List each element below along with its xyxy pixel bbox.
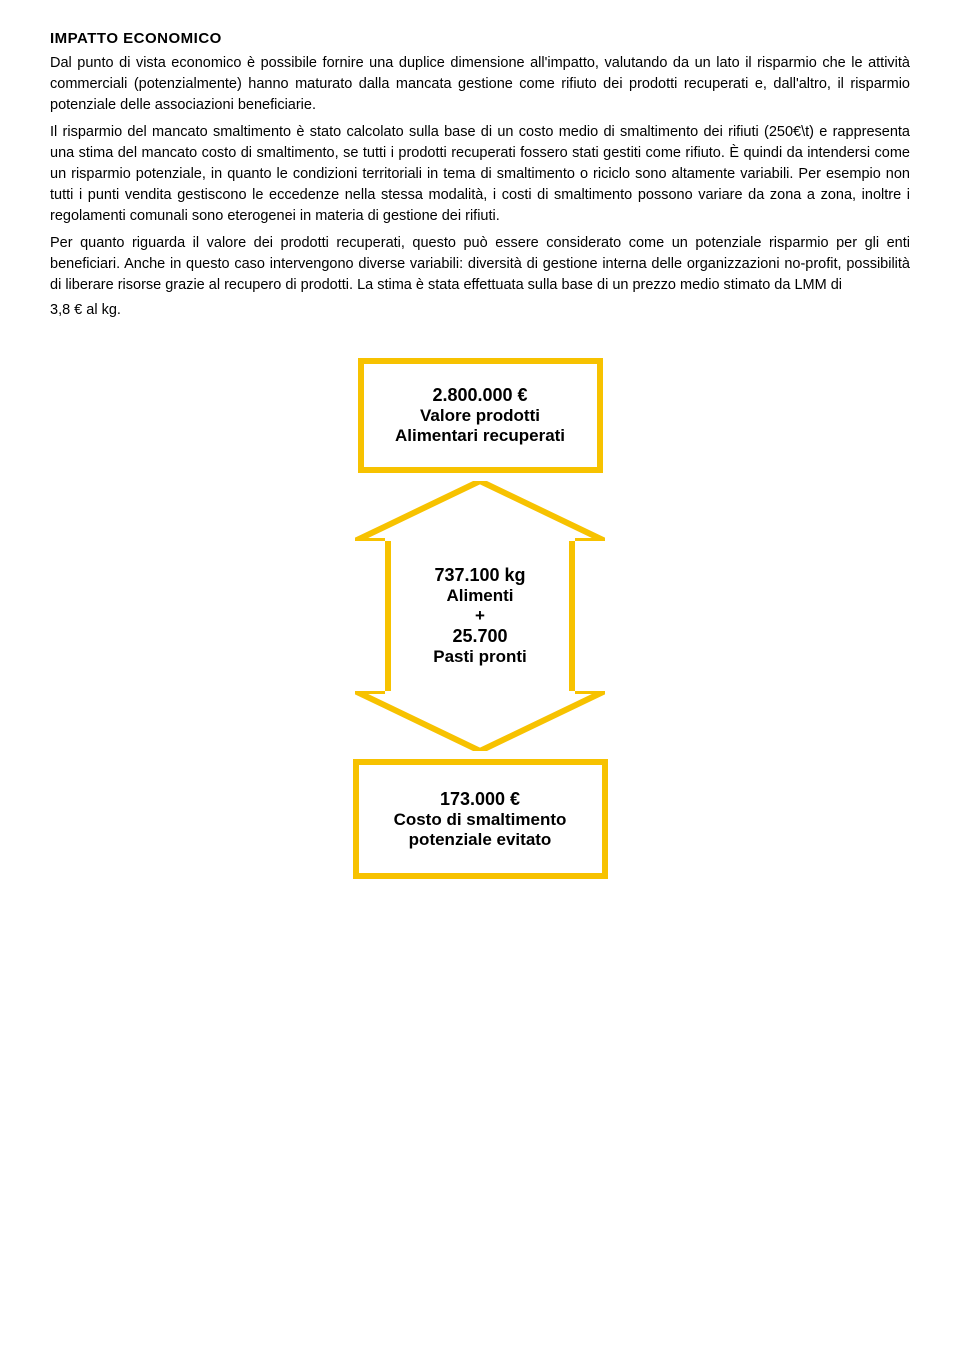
section-heading: IMPATTO ECONOMICO xyxy=(50,30,910,47)
hex-body: 737.100 kg Alimenti + 25.700 Pasti pront… xyxy=(385,541,575,691)
hex-label1: Alimenti xyxy=(446,586,513,606)
diagram-box-top: 2.800.000 € Valore prodotti Alimentari r… xyxy=(358,358,603,473)
paragraph-2: Il risparmio del mancato smaltimento è s… xyxy=(50,122,910,227)
hex-value2: 25.700 xyxy=(452,626,507,647)
box-top-value: 2.800.000 € xyxy=(432,385,527,406)
box-bottom-value: 173.000 € xyxy=(440,789,520,810)
box-bottom-label2: potenziale evitato xyxy=(409,830,552,850)
diagram-hexagon: 737.100 kg Alimenti + 25.700 Pasti pront… xyxy=(355,481,605,751)
economic-impact-diagram: 2.800.000 € Valore prodotti Alimentari r… xyxy=(50,358,910,879)
paragraph-3: Per quanto riguarda il valore dei prodot… xyxy=(50,233,910,296)
box-top-label1: Valore prodotti xyxy=(420,406,540,426)
box-bottom-label1: Costo di smaltimento xyxy=(394,810,567,830)
hex-value1: 737.100 kg xyxy=(434,565,525,586)
hex-arrow-down xyxy=(355,691,605,751)
hex-label2: Pasti pronti xyxy=(433,647,527,667)
paragraph-1: Dal punto di vista economico è possibile… xyxy=(50,53,910,116)
price-line: 3,8 € al kg. xyxy=(50,302,910,318)
hex-plus: + xyxy=(475,606,485,626)
box-top-label2: Alimentari recuperati xyxy=(395,426,565,446)
hex-arrow-up xyxy=(355,481,605,541)
diagram-box-bottom: 173.000 € Costo di smaltimento potenzial… xyxy=(353,759,608,879)
